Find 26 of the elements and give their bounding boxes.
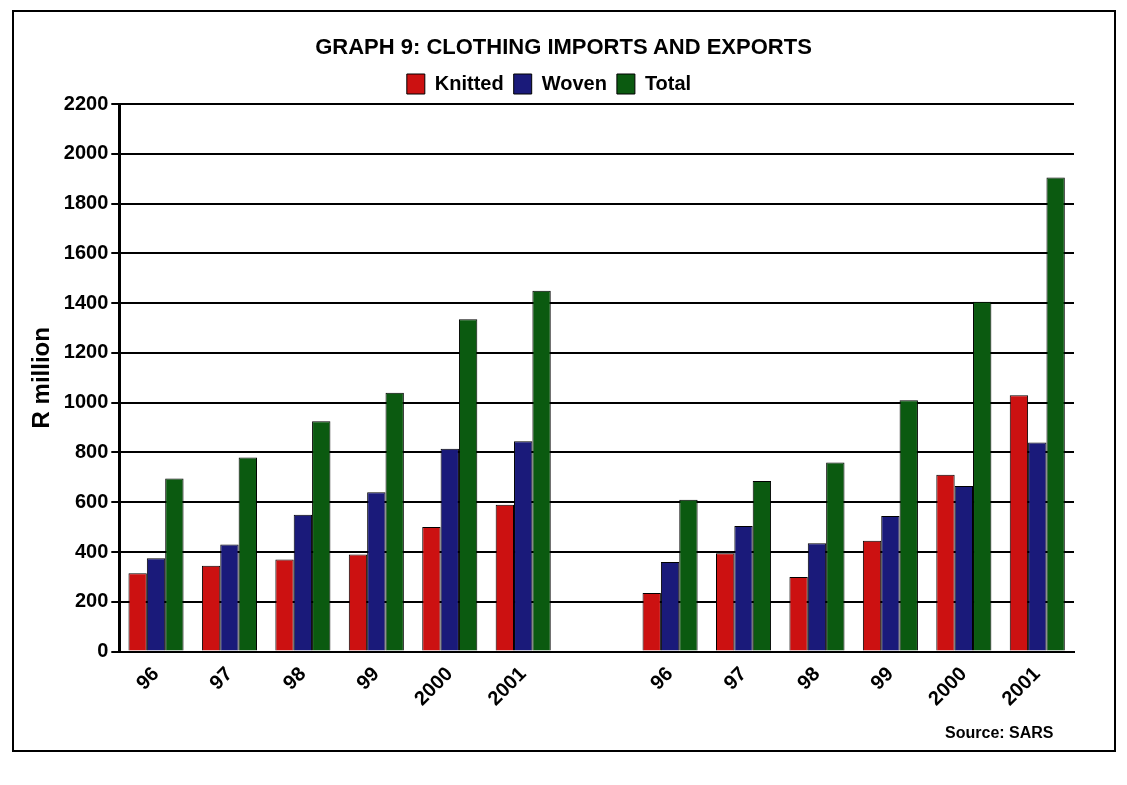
x-tick-label: 97 bbox=[718, 662, 750, 694]
x-tick-label: 96 bbox=[130, 662, 163, 694]
y-tick-label: 600 bbox=[74, 489, 108, 512]
y-tick-label: 1200 bbox=[63, 340, 108, 363]
chart-title: GRAPH 9: CLOTHING IMPORTS AND EXPORTS bbox=[314, 34, 813, 60]
y-tick-label: 2000 bbox=[63, 141, 108, 164]
legend-label: Knitted bbox=[434, 71, 504, 94]
y-tick-label: 1400 bbox=[63, 290, 108, 313]
y-tick-label: 2200 bbox=[63, 91, 108, 114]
y-tick-label: 200 bbox=[74, 589, 108, 612]
y-tick-label: 400 bbox=[74, 539, 108, 562]
legend-label: Total bbox=[644, 71, 691, 94]
y-tick-label: 800 bbox=[74, 439, 108, 462]
y-axis-title: R million bbox=[26, 327, 54, 429]
y-tick-label: 0 bbox=[96, 639, 108, 662]
x-tick-label: 97 bbox=[204, 662, 236, 694]
x-tick-label: 98 bbox=[791, 662, 824, 694]
y-tick-label: 1000 bbox=[63, 390, 108, 413]
x-tick-label: 99 bbox=[865, 662, 897, 694]
x-tick-label: 99 bbox=[351, 662, 383, 694]
legend-label: Woven bbox=[541, 71, 607, 94]
source-note: Source: SARS bbox=[944, 724, 1055, 742]
x-tick-label: 98 bbox=[277, 662, 310, 694]
y-tick-label: 1800 bbox=[63, 191, 108, 214]
y-tick-label: 1600 bbox=[63, 240, 108, 263]
x-tick-label: 96 bbox=[645, 662, 677, 694]
